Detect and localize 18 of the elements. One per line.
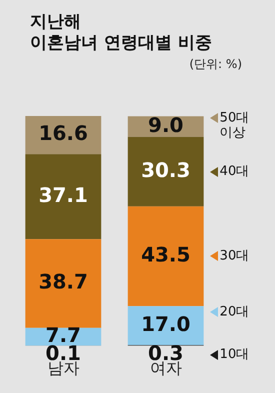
bar bbox=[128, 206, 204, 306]
data-label: 16.6 bbox=[38, 121, 88, 146]
bar bbox=[128, 136, 204, 206]
legend-label: 30대 bbox=[220, 248, 250, 264]
data-label: 30.3 bbox=[141, 158, 190, 182]
data-label: 43.5 bbox=[141, 242, 190, 266]
chart-title: 지난해 이혼남녀 연령대별 비중 bbox=[30, 12, 212, 54]
data-label: 17.0 bbox=[141, 312, 190, 336]
legend-label: 20대 bbox=[220, 304, 250, 320]
legend-label: 10대 bbox=[220, 347, 250, 362]
data-label: 37.1 bbox=[38, 182, 88, 207]
data-label: 9.0 bbox=[148, 112, 184, 137]
legend-label: 50대 이상 bbox=[220, 110, 250, 141]
legend-label: 40대 bbox=[220, 164, 250, 179]
bar bbox=[25, 239, 102, 328]
data-label: 38.7 bbox=[38, 270, 88, 294]
chart-subtitle: (단위: %) bbox=[189, 56, 242, 73]
bar bbox=[25, 154, 102, 240]
